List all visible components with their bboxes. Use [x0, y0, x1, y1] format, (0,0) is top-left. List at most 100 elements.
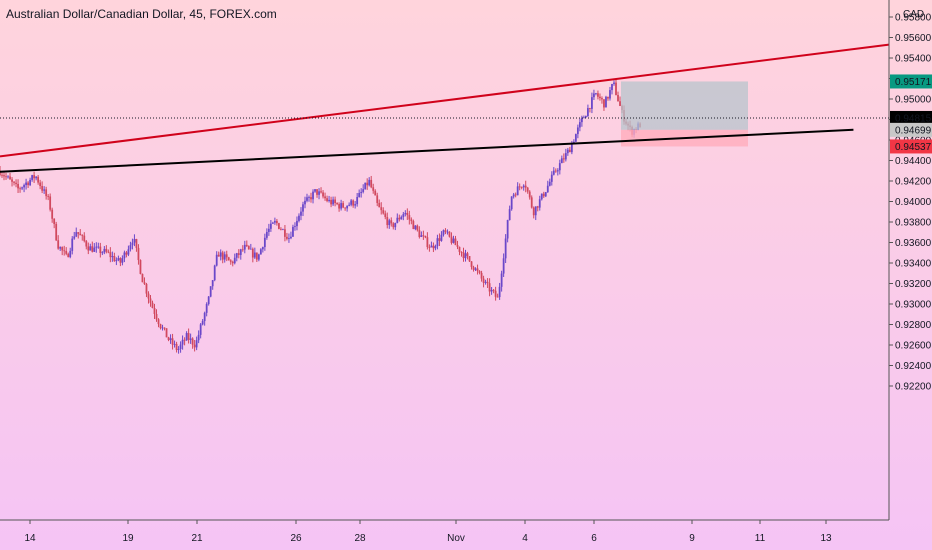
candle-body [366, 182, 369, 186]
candle-body [259, 249, 262, 255]
candle-body [587, 108, 589, 116]
candle-body [502, 258, 505, 274]
candle-body [253, 252, 256, 258]
candle-body [615, 82, 617, 95]
candle-body [599, 96, 601, 99]
candle-body [356, 197, 359, 205]
candle-body [284, 229, 286, 237]
candle-body [480, 272, 483, 279]
candle-body [109, 252, 112, 258]
candle-body [107, 251, 110, 253]
candle-body [466, 253, 469, 256]
candle-body [251, 248, 254, 258]
price-label-text: 0.94537 [895, 142, 932, 153]
candle-body [490, 289, 493, 292]
price-tick-label: 0.95800 [895, 13, 932, 24]
candle-body [340, 203, 343, 209]
candle-body [336, 203, 338, 205]
date-tick-label: Nov [447, 533, 465, 544]
candle-body [219, 252, 222, 257]
candle-body [352, 200, 355, 206]
candle-body [11, 179, 13, 182]
candle-body [384, 213, 387, 217]
candle-body [548, 181, 551, 186]
price-tick-label: 0.95600 [895, 33, 932, 44]
price-label-background [890, 122, 932, 137]
candle-body [372, 187, 375, 191]
date-tick-label: 26 [290, 533, 302, 544]
candle-body [440, 234, 443, 241]
candle-body [609, 90, 611, 99]
candle-body [298, 215, 300, 221]
candle-body [249, 248, 252, 250]
candle-body [25, 182, 27, 186]
candle-body [460, 251, 463, 253]
candle-body [115, 260, 118, 262]
candle-body [0, 170, 1, 175]
candle-body [446, 231, 449, 233]
candle-body [434, 246, 437, 249]
candle-body [95, 246, 98, 248]
candle-body [223, 254, 226, 260]
candle-body [245, 244, 248, 247]
candle-body [498, 286, 501, 298]
candle-body [436, 238, 439, 247]
candle-body [462, 252, 465, 259]
candle-body [43, 189, 46, 191]
candle-body [484, 281, 487, 283]
candle-body [282, 229, 284, 231]
candle-body [87, 246, 90, 251]
candle-body [191, 338, 194, 345]
candle-body [211, 280, 214, 287]
candle-body [227, 257, 230, 261]
candle-body [127, 249, 130, 255]
candle-body [247, 246, 250, 250]
candle-body [101, 252, 104, 254]
candle-body [444, 230, 447, 232]
candle-body [534, 206, 537, 216]
candle-body [119, 258, 122, 263]
candle-body [595, 93, 597, 95]
candle-body [302, 204, 304, 212]
candle-body [494, 290, 497, 297]
candle-body [426, 237, 429, 248]
candle-body [320, 191, 322, 193]
candle-body [29, 179, 31, 186]
candle-body [65, 251, 68, 254]
candle-body [15, 182, 17, 184]
candle-body [217, 254, 220, 257]
candle-body [589, 108, 591, 109]
candle-body [368, 179, 371, 186]
candle-body [93, 247, 96, 252]
candle-body [348, 204, 351, 206]
candle-body [438, 238, 441, 241]
candle-body [410, 219, 413, 222]
candle-body [468, 255, 471, 262]
price-tick-label: 0.94400 [895, 156, 932, 167]
candle-body [354, 204, 357, 206]
support-trendline[interactable] [0, 128, 854, 173]
candle-body [492, 289, 495, 291]
candle-body [574, 134, 577, 142]
date-tick-label: 4 [522, 533, 528, 544]
candle-body [536, 206, 539, 208]
candle-body [414, 225, 417, 230]
candle-body [51, 209, 54, 219]
time-axis[interactable]: 14 19 21 26 28 Nov 4 6 9 11 13 [0, 519, 889, 544]
price-tick-label: 0.92800 [895, 320, 932, 331]
resistance-trendline[interactable] [0, 43, 890, 158]
candle-body [185, 333, 188, 341]
candle-body [55, 223, 58, 241]
candle-body [568, 149, 571, 153]
candle-body [300, 211, 302, 216]
candle-body [578, 122, 581, 128]
candle-body [1, 174, 3, 176]
candle-body [271, 222, 274, 224]
candle-body [79, 233, 82, 236]
profit-zone[interactable] [621, 81, 748, 130]
price-label-background [890, 139, 932, 154]
candle-body [163, 327, 166, 329]
candle-body [380, 207, 383, 211]
candle-body [524, 185, 527, 188]
